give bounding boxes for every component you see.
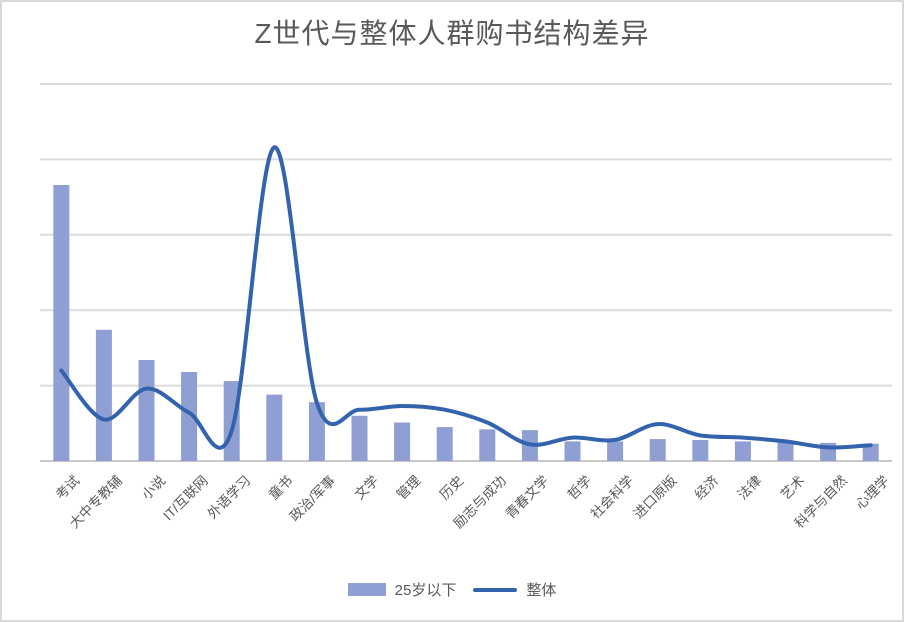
legend: 25岁以下 整体 [2,579,902,600]
chart-title: Z世代与整体人群购书结构差异 [254,18,650,49]
bar [734,441,751,461]
legend-line-swatch-icon [473,587,518,592]
bar [53,185,70,461]
trend-line [59,145,873,450]
bar [649,439,666,461]
legend-bar-label: 25岁以下 [394,582,457,599]
bar [862,443,879,461]
bar [479,429,496,461]
bar [692,439,709,461]
bar [351,415,368,461]
bar [181,372,198,461]
legend-line-label: 整体 [526,582,557,599]
legend-bar-swatch-icon [347,583,386,596]
bar [436,427,453,461]
bar [777,441,794,461]
bar [308,402,325,461]
bar [607,441,624,461]
bar [95,329,112,461]
bar [564,441,581,461]
bar [138,360,155,461]
bar [266,394,283,461]
bar [394,422,411,461]
